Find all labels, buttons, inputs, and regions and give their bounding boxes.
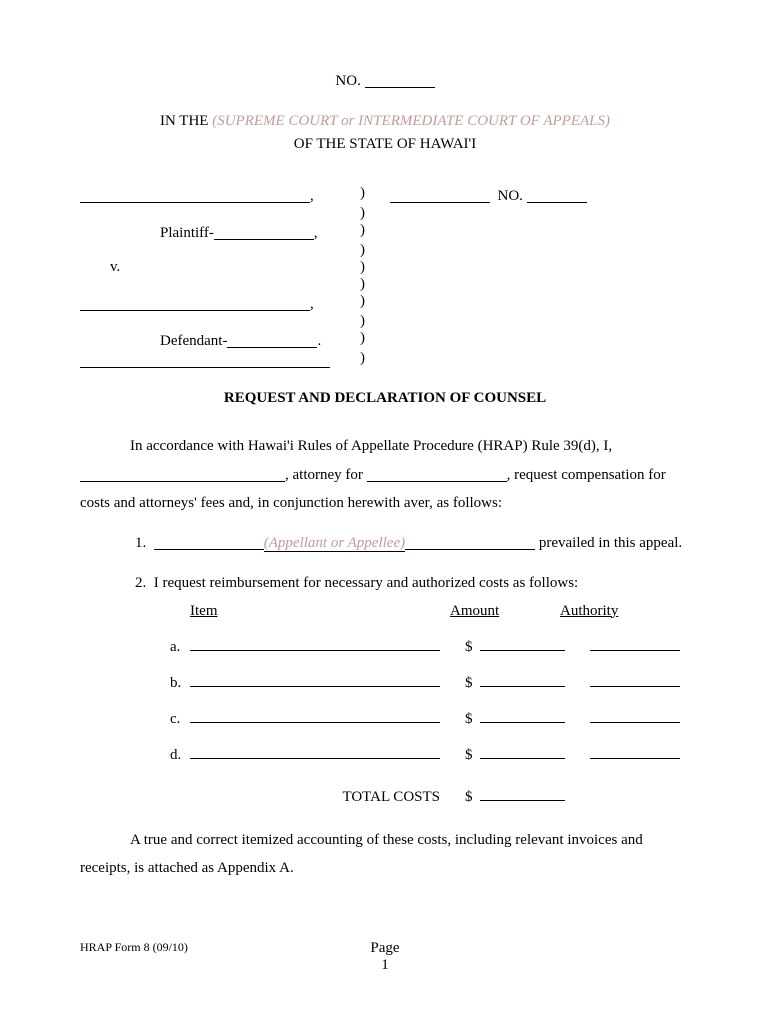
dollar-sign: $ <box>465 789 480 806</box>
no-label: NO. <box>335 73 360 89</box>
item-blank[interactable] <box>190 744 440 759</box>
appellant-placeholder: (Appellant or Appellee) <box>264 535 405 552</box>
item-blank[interactable] <box>190 708 440 723</box>
state-text: OF THE STATE OF HAWAI'I <box>294 136 477 152</box>
in-the-text: IN THE <box>160 113 208 129</box>
versus-label: v. <box>110 259 120 275</box>
authority-blank[interactable] <box>590 672 680 687</box>
caption-block: , ) NO. ) Plaintiff-, ) ) v. ) ) , ) ) <box>80 185 690 370</box>
defendant-name-blank[interactable] <box>80 296 310 311</box>
intro-line1: In accordance with Hawai'i Rules of Appe… <box>80 438 612 454</box>
col-item-header: Item <box>190 603 450 620</box>
defendant-suffix-blank[interactable] <box>227 333 317 348</box>
authority-blank[interactable] <box>590 708 680 723</box>
dollar-sign: $ <box>465 675 480 692</box>
plaintiff-name-blank[interactable] <box>80 188 310 203</box>
court-type-blank[interactable] <box>390 188 490 203</box>
amount-blank[interactable] <box>480 708 565 723</box>
dollar-sign: $ <box>465 639 480 656</box>
cost-row-c: c. $ <box>80 708 690 728</box>
form-id: HRAP Form 8 (09/10) <box>80 940 370 974</box>
intro-line3: costs and attorneys' fees and, in conjun… <box>80 495 502 511</box>
dollar-sign: $ <box>465 711 480 728</box>
intro-request: , request compensation for <box>507 467 666 483</box>
amount-blank[interactable] <box>480 636 565 651</box>
costs-table-header: Item Amount Authority <box>80 603 690 620</box>
cost-row-d: d. $ <box>80 744 690 764</box>
closing-line2: receipts, is attached as Appendix A. <box>80 860 294 876</box>
defendant-label: Defendant- <box>160 333 227 349</box>
amount-blank[interactable] <box>480 672 565 687</box>
item-blank[interactable] <box>190 672 440 687</box>
client-name-blank[interactable] <box>367 467 507 482</box>
amount-blank[interactable] <box>480 744 565 759</box>
authority-blank[interactable] <box>590 636 680 651</box>
item2-text: I request reimbursement for necessary an… <box>154 575 578 591</box>
authority-blank[interactable] <box>590 744 680 759</box>
intro-paragraph: In accordance with Hawai'i Rules of Appe… <box>80 432 690 518</box>
item1-blank-left[interactable] <box>154 535 264 550</box>
total-label: TOTAL COSTS <box>170 789 465 806</box>
item-blank[interactable] <box>190 636 440 651</box>
court-header: IN THE (SUPREME COURT or INTERMEDIATE CO… <box>80 110 690 155</box>
item1-number: 1. <box>135 535 146 551</box>
total-costs-row: TOTAL COSTS $ <box>80 786 690 806</box>
intro-attorney-for: , attorney for <box>285 467 367 483</box>
closing-line1: A true and correct itemized accounting o… <box>80 832 643 848</box>
page-number: Page 1 <box>370 940 399 974</box>
col-authority-header: Authority <box>560 603 660 620</box>
attorney-name-blank[interactable] <box>80 467 285 482</box>
court-name-placeholder: (SUPREME COURT or INTERMEDIATE COURT OF … <box>212 113 610 129</box>
item-1: 1. (Appellant or Appellee) prevailed in … <box>80 528 690 558</box>
item2-number: 2. <box>135 575 146 591</box>
col-amount-header: Amount <box>450 603 560 620</box>
paren: ) <box>360 185 380 205</box>
caption-bottom-blank <box>80 353 330 368</box>
item-2: 2. I request reimbursement for necessary… <box>80 568 690 598</box>
case-number-blank[interactable] <box>365 73 435 88</box>
page-content: NO. IN THE (SUPREME COURT or INTERMEDIAT… <box>0 0 770 923</box>
row-letter: b. <box>170 675 190 692</box>
plaintiff-suffix-blank[interactable] <box>214 225 314 240</box>
plaintiff-label: Plaintiff- <box>160 225 214 241</box>
cost-row-b: b. $ <box>80 672 690 692</box>
caption-no-blank[interactable] <box>527 188 587 203</box>
item1-blank-right[interactable] <box>405 535 535 550</box>
closing-paragraph: A true and correct itemized accounting o… <box>80 826 690 883</box>
section-title: REQUEST AND DECLARATION OF COUNSEL <box>80 390 690 407</box>
caption-no-label: NO. <box>498 188 523 204</box>
total-amount-blank[interactable] <box>480 786 565 801</box>
case-number-top: NO. <box>80 70 690 90</box>
cost-row-a: a. $ <box>80 636 690 656</box>
row-letter: d. <box>170 747 190 764</box>
item1-suffix: prevailed in this appeal. <box>535 535 682 551</box>
page-footer: HRAP Form 8 (09/10) Page 1 <box>80 940 690 974</box>
row-letter: a. <box>170 639 190 656</box>
row-letter: c. <box>170 711 190 728</box>
dollar-sign: $ <box>465 747 480 764</box>
